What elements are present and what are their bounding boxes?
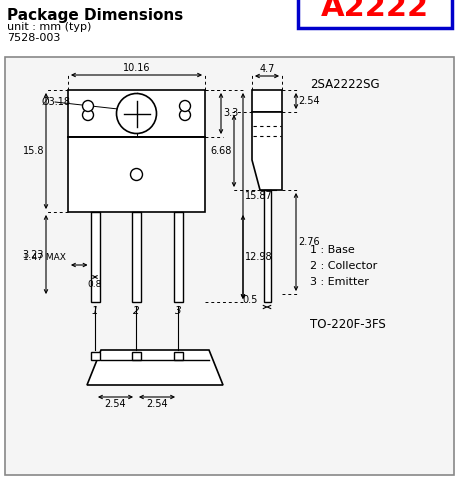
Text: A2222: A2222 — [321, 0, 429, 22]
Text: 1: 1 — [92, 306, 98, 316]
Bar — [68, 137, 205, 212]
Text: 15.87: 15.87 — [245, 191, 273, 201]
Polygon shape — [87, 350, 223, 385]
Bar — [298, 0, 452, 28]
Circle shape — [83, 100, 94, 111]
Text: 2: 2 — [133, 306, 140, 316]
Text: 12.98: 12.98 — [245, 252, 273, 262]
Circle shape — [179, 109, 190, 120]
Text: 2 : Collector: 2 : Collector — [310, 261, 377, 271]
Bar — [252, 90, 282, 112]
Text: 3 : Emitter: 3 : Emitter — [310, 277, 369, 287]
Text: 2.76: 2.76 — [298, 237, 319, 247]
Bar — [263, 190, 270, 302]
Text: 0.8: 0.8 — [88, 280, 102, 289]
Text: 15.8: 15.8 — [22, 146, 44, 156]
Circle shape — [83, 109, 94, 120]
Text: 2.54: 2.54 — [105, 399, 126, 409]
Text: 1.47 MAX: 1.47 MAX — [23, 253, 66, 262]
Bar — [90, 352, 100, 360]
Circle shape — [179, 100, 190, 111]
Text: 1 : Base: 1 : Base — [310, 245, 355, 255]
Circle shape — [130, 168, 142, 180]
Bar — [68, 90, 205, 137]
Text: unit : mm (typ): unit : mm (typ) — [7, 22, 91, 32]
Text: 3.3: 3.3 — [223, 108, 238, 119]
Text: 3: 3 — [175, 306, 181, 316]
Text: 4.7: 4.7 — [259, 64, 274, 74]
Text: 3.23: 3.23 — [22, 250, 44, 260]
Text: 2SA2222SG: 2SA2222SG — [310, 79, 380, 92]
Bar — [131, 212, 140, 302]
Bar — [174, 352, 183, 360]
Text: 10.16: 10.16 — [123, 63, 150, 73]
Circle shape — [117, 94, 157, 133]
Bar — [90, 212, 100, 302]
Text: 2.54: 2.54 — [298, 96, 319, 106]
Bar — [131, 352, 140, 360]
Text: 0.5: 0.5 — [242, 295, 257, 305]
Text: Ø3.18: Ø3.18 — [42, 97, 71, 107]
Bar — [174, 212, 183, 302]
Text: 6.68: 6.68 — [211, 146, 232, 156]
Text: TO-220F-3FS: TO-220F-3FS — [310, 319, 386, 332]
Bar — [5, 57, 454, 475]
Text: 7528-003: 7528-003 — [7, 33, 61, 43]
Text: Package Dimensions: Package Dimensions — [7, 8, 183, 23]
Text: 2.54: 2.54 — [146, 399, 168, 409]
Polygon shape — [252, 112, 282, 190]
